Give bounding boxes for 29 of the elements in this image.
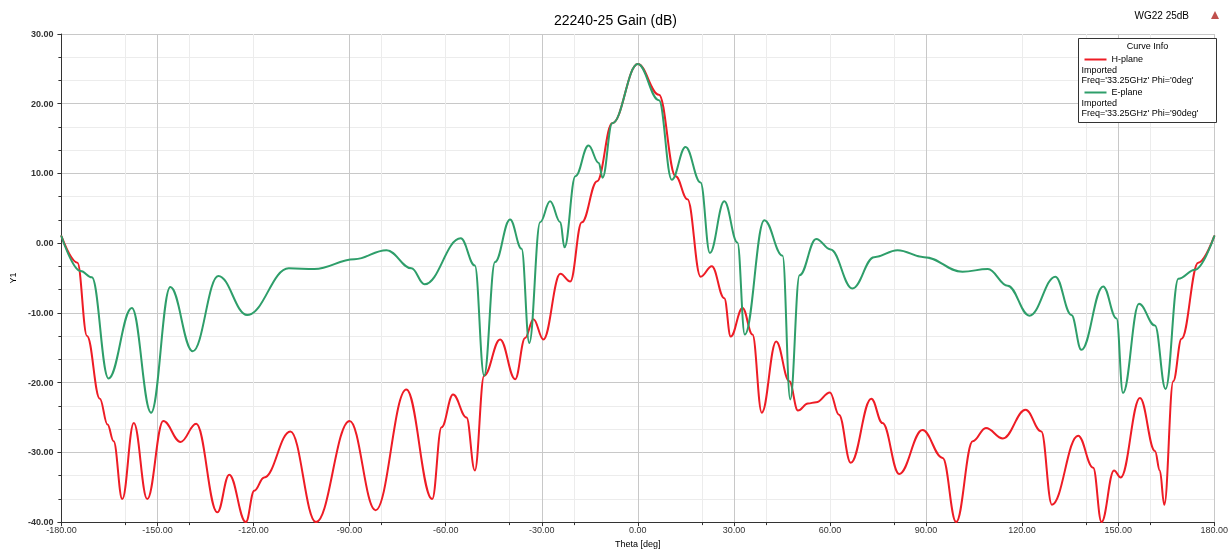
x-axis-title: Theta [deg] [615,538,661,549]
legend-title: Curve Info [1126,41,1169,51]
x-tick-label: 60.00 [818,524,842,535]
y-tick-label: 20.00 [30,98,54,109]
x-tick-label: 0.00 [629,524,647,535]
y-tick-label: -30.00 [27,447,54,458]
y-tick-label: -10.00 [27,307,54,318]
x-tick-label: -90.00 [336,524,363,535]
text: WG22 25dB [1134,9,1190,21]
x-tick-label: 150.00 [1104,524,1132,535]
y-tick-label: 0.00 [35,238,54,249]
x-tick-label: 90.00 [914,524,938,535]
annotation: Imported Freq='33.25GHz' Phi='90deg' [1081,97,1199,118]
y-tick-label: 30.00 [30,29,54,39]
x-tick-label: -150.00 [142,524,173,535]
legend-label: H-plane [1111,54,1144,64]
x-tick-label: 120.00 [1008,524,1036,535]
x-tick-label: -30.00 [528,524,555,535]
line-series [60,62,1216,414]
legend-label: E-plane [1111,87,1143,97]
x-tick-label: 30.00 [722,524,746,535]
y-tick-label: 10.00 [30,168,54,179]
y-axis-title: Y1 [7,272,18,284]
y-tick-label: -20.00 [27,377,54,388]
x-tick-label: -60.00 [432,524,459,535]
x-tick-label: 180.00 [1200,524,1228,535]
annotation: Imported Freq='33.25GHz' Phi='0deg' [1081,64,1194,85]
x-tick-label: -120.00 [238,524,269,535]
chart-title: 22240-25 Gain (dB) [554,12,677,28]
